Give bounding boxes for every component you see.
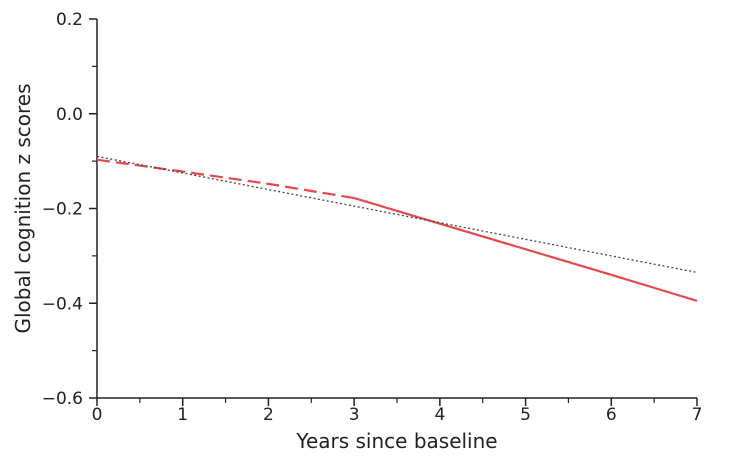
y-axis-title: Global cognition z scores	[11, 84, 35, 334]
series-line-2-solid	[353, 197, 698, 302]
series-layer	[96, 155, 698, 302]
x-tick-label: 3	[349, 405, 360, 425]
tick-labels: −0.6 −0.4 −0.2 0.0 0.2 0 1 2 3 4 5 6 7	[42, 10, 703, 425]
y-tick-label: 0.2	[56, 10, 83, 30]
x-tick-label: 6	[606, 405, 617, 425]
x-tick-label: 2	[263, 405, 274, 425]
x-tick-label: 0	[92, 405, 103, 425]
x-axis-title: Years since baseline	[295, 429, 497, 453]
x-tick-label: 7	[692, 405, 703, 425]
x-tick-label: 4	[434, 405, 445, 425]
series-line-3-dotted	[96, 155, 698, 274]
y-tick-label: 0.0	[56, 105, 83, 125]
axes	[89, 18, 698, 406]
y-tick-label: −0.2	[42, 200, 83, 220]
y-tick-label: −0.4	[42, 294, 83, 314]
series-line-1-dashed	[96, 158, 355, 200]
x-tick-label: 1	[177, 405, 188, 425]
y-tick-label: −0.6	[42, 389, 83, 409]
x-tick-label: 5	[520, 405, 531, 425]
